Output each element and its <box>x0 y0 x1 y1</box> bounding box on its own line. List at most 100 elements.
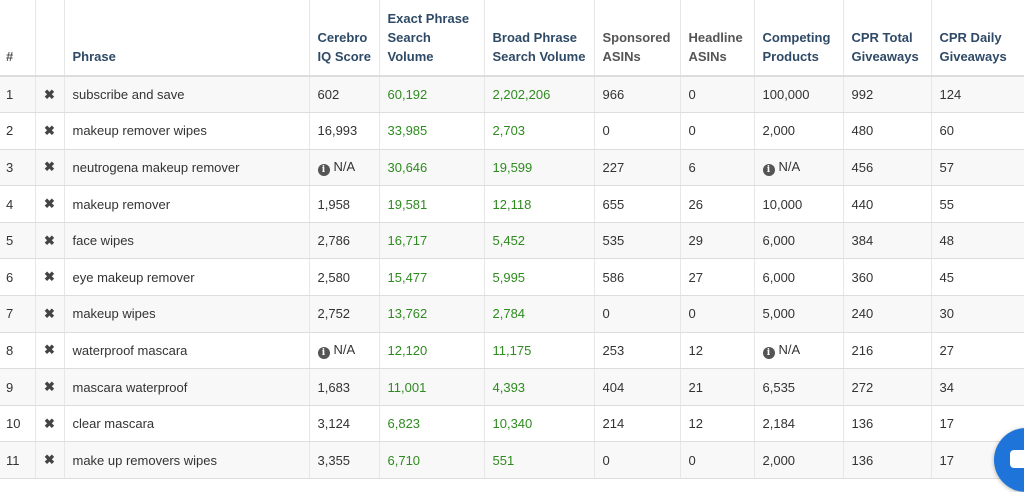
column-header[interactable]: Exact Phrase Search Volume <box>379 0 485 77</box>
cpr-total-cell: 440 <box>843 185 932 223</box>
sponsored-asins-cell: 966 <box>594 76 681 114</box>
info-circle-icon[interactable]: i <box>762 163 775 176</box>
cerebro-iq-cell: 16,993 <box>309 112 380 150</box>
exact-volume-cell: 60,192 <box>379 76 485 114</box>
headline-asins-cell: 21 <box>680 368 755 406</box>
close-icon[interactable]: ✖ <box>44 269 55 285</box>
close-icon[interactable]: ✖ <box>44 379 55 395</box>
competing-products-cell: 2,000 <box>754 441 844 480</box>
table-row: 10 ✖ clear mascara 3,124 6,823 10,340 214 12 2,1… <box>0 405 1024 443</box>
competing-products-cell: i N/A <box>754 149 844 187</box>
close-icon[interactable]: ✖ <box>44 232 55 248</box>
column-header[interactable]: Headline ASINs <box>680 0 755 77</box>
remove-phrase-button[interactable]: ✖ <box>35 76 65 114</box>
cpr-daily-cell: 55 <box>931 185 1024 223</box>
close-icon[interactable]: ✖ <box>44 122 55 138</box>
info-circle-icon[interactable]: i <box>762 346 775 359</box>
cpr-total-cell: 384 <box>843 222 932 260</box>
competing-products-cell: 10,000 <box>754 185 844 223</box>
row-number: 11 <box>0 441 36 480</box>
column-header[interactable]: Competing Products <box>754 0 844 77</box>
row-number: 6 <box>0 258 36 297</box>
phrase-cell: neutrogena makeup remover <box>64 149 310 187</box>
remove-phrase-button[interactable]: ✖ <box>35 441 65 480</box>
remove-phrase-button[interactable]: ✖ <box>35 222 65 260</box>
cerebro-iq-cell: 602 <box>309 76 380 114</box>
competing-products-cell: 6,535 <box>754 368 844 406</box>
cpr-daily-cell: 48 <box>931 222 1024 260</box>
phrase-cell: subscribe and save <box>64 76 310 114</box>
remove-phrase-button[interactable]: ✖ <box>35 295 65 333</box>
headline-asins-cell: 27 <box>680 258 755 297</box>
close-icon[interactable]: ✖ <box>44 305 55 321</box>
info-circle-icon[interactable]: i <box>317 163 330 176</box>
cpr-daily-cell: 34 <box>931 368 1024 406</box>
sponsored-asins-cell: 655 <box>594 185 681 223</box>
column-header[interactable]: Sponsored ASINs <box>594 0 681 77</box>
sponsored-asins-cell: 227 <box>594 149 681 187</box>
headline-asins-cell: 12 <box>680 332 755 370</box>
sponsored-asins-cell: 586 <box>594 258 681 297</box>
phrase-cell: clear mascara <box>64 405 310 443</box>
phrase-cell: waterproof mascara <box>64 332 310 370</box>
remove-phrase-button[interactable]: ✖ <box>35 112 65 150</box>
table-body: 1 ✖ subscribe and save 602 60,192 2,202,206 96… <box>0 76 1024 480</box>
broad-volume-cell: 2,784 <box>484 295 595 333</box>
chat-icon <box>1010 450 1024 468</box>
phrase-cell: make up removers wipes <box>64 441 310 480</box>
cpr-daily-cell: 27 <box>931 332 1024 370</box>
sponsored-asins-cell: 214 <box>594 405 681 443</box>
cpr-total-cell: 216 <box>843 332 932 370</box>
cpr-total-cell: 240 <box>843 295 932 333</box>
close-icon[interactable]: ✖ <box>44 452 55 468</box>
info-circle-icon[interactable]: i <box>317 346 330 359</box>
broad-volume-cell: 11,175 <box>484 332 595 370</box>
exact-volume-cell: 12,120 <box>379 332 485 370</box>
headline-asins-cell: 0 <box>680 76 755 114</box>
column-header[interactable]: Phrase <box>64 0 310 77</box>
phrase-cell: makeup remover wipes <box>64 112 310 150</box>
table-row: 1 ✖ subscribe and save 602 60,192 2,202,206 96… <box>0 76 1024 114</box>
phrase-cell: makeup wipes <box>64 295 310 333</box>
column-header[interactable]: CPR Daily Giveaways <box>931 0 1024 77</box>
table-row: 8 ✖ waterproof mascara i N/A 12,120 11,175 253 1… <box>0 332 1024 370</box>
broad-volume-cell: 2,703 <box>484 112 595 150</box>
row-number: 10 <box>0 405 36 443</box>
remove-phrase-button[interactable]: ✖ <box>35 332 65 370</box>
close-icon[interactable]: ✖ <box>44 86 55 102</box>
competing-products-cell: 2,184 <box>754 405 844 443</box>
cerebro-iq-cell: i N/A <box>309 332 380 370</box>
remove-phrase-button[interactable]: ✖ <box>35 149 65 187</box>
exact-volume-cell: 30,646 <box>379 149 485 187</box>
cerebro-iq-cell: 3,124 <box>309 405 380 443</box>
column-header: # <box>0 0 36 77</box>
exact-volume-cell: 6,823 <box>379 405 485 443</box>
sponsored-asins-cell: 0 <box>594 295 681 333</box>
remove-phrase-button[interactable]: ✖ <box>35 368 65 406</box>
exact-volume-cell: 19,581 <box>379 185 485 223</box>
column-header[interactable]: Cerebro IQ Score <box>309 0 380 77</box>
broad-volume-cell: 551 <box>484 441 595 480</box>
competing-products-cell: 100,000 <box>754 76 844 114</box>
close-icon[interactable]: ✖ <box>44 342 55 358</box>
row-number: 1 <box>0 76 36 114</box>
na-value: N/A <box>333 341 356 357</box>
column-header[interactable]: Broad Phrase Search Volume <box>484 0 595 77</box>
column-header[interactable]: CPR Total Giveaways <box>843 0 932 77</box>
exact-volume-cell: 16,717 <box>379 222 485 260</box>
close-icon[interactable]: ✖ <box>44 159 55 175</box>
broad-volume-cell: 10,340 <box>484 405 595 443</box>
remove-phrase-button[interactable]: ✖ <box>35 258 65 297</box>
table-header: # Phrase Cerebro IQ Score Exact Phrase Sear… <box>0 0 1024 77</box>
close-icon[interactable]: ✖ <box>44 415 55 431</box>
cpr-total-cell: 136 <box>843 405 932 443</box>
headline-asins-cell: 26 <box>680 185 755 223</box>
cpr-daily-cell: 45 <box>931 258 1024 297</box>
exact-volume-cell: 13,762 <box>379 295 485 333</box>
cpr-daily-cell: 124 <box>931 76 1024 114</box>
row-number: 4 <box>0 185 36 223</box>
remove-phrase-button[interactable]: ✖ <box>35 185 65 223</box>
remove-phrase-button[interactable]: ✖ <box>35 405 65 443</box>
close-icon[interactable]: ✖ <box>44 196 55 212</box>
competing-products-cell: 2,000 <box>754 112 844 150</box>
